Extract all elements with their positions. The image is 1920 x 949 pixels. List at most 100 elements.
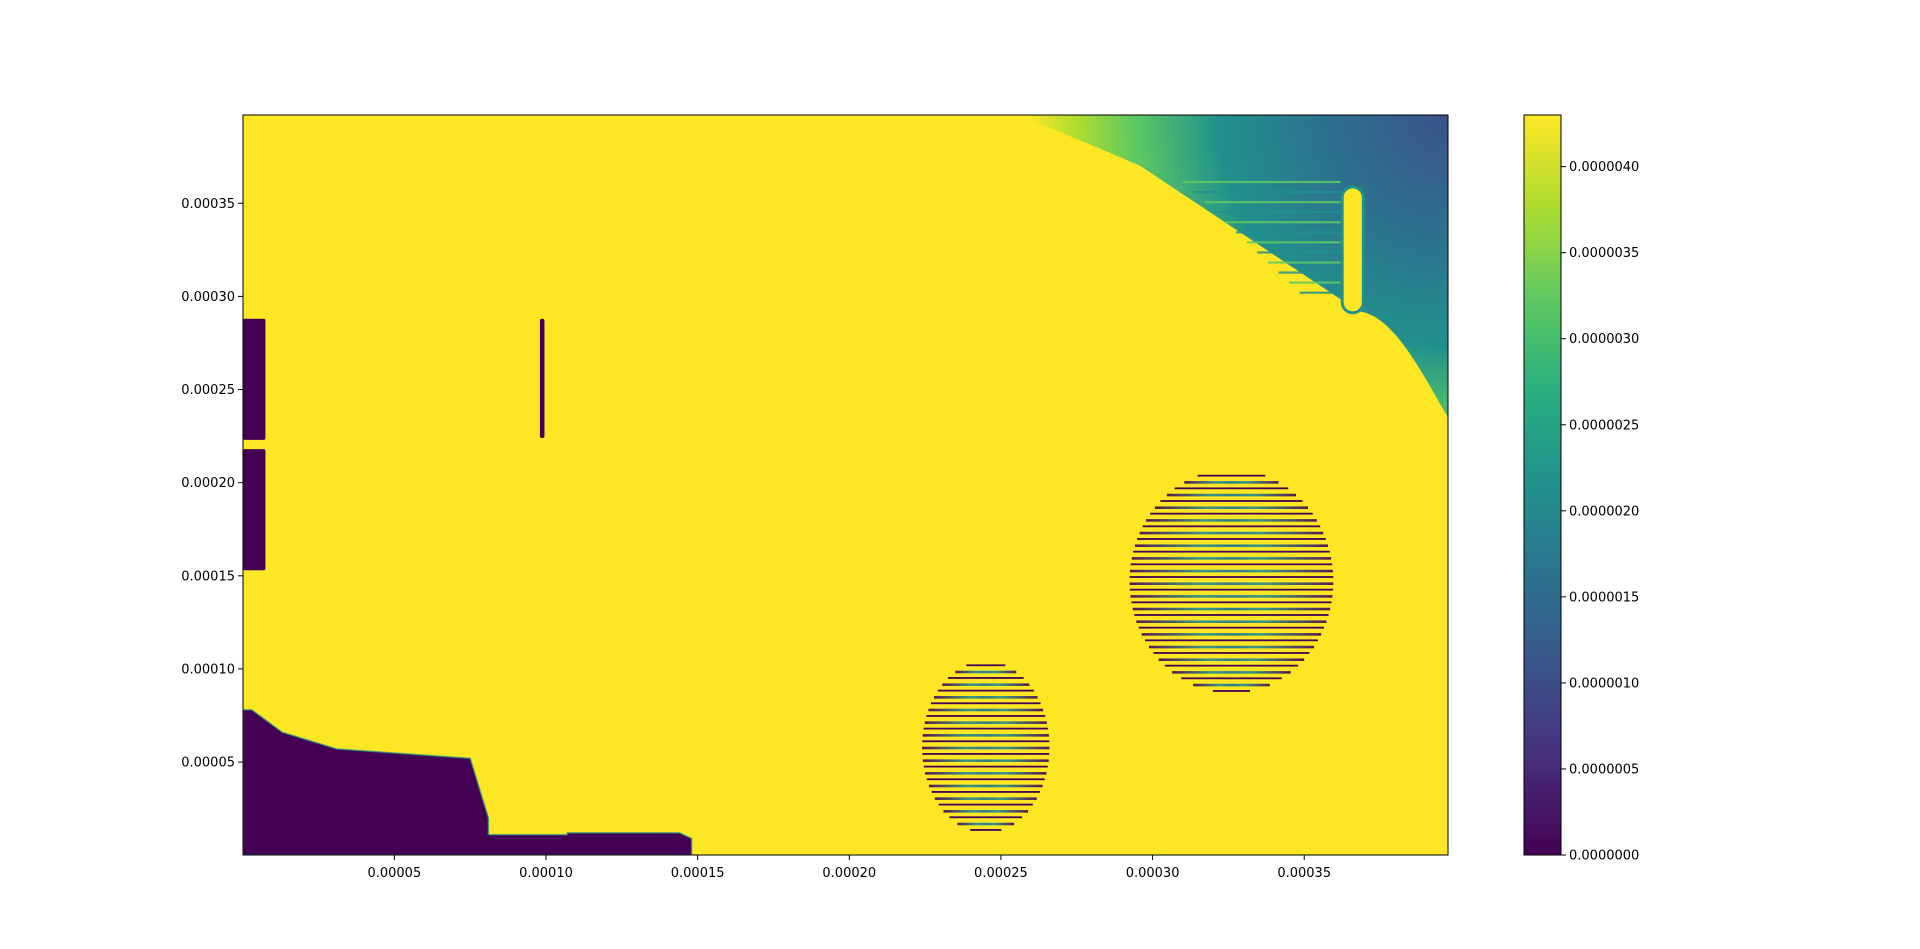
x-tick-label: 0.00025 — [974, 866, 1028, 881]
ellipse-stripe — [924, 721, 1047, 724]
ellipse-stripe — [1153, 652, 1310, 654]
ellipse-stripe — [947, 677, 1024, 679]
ellipse-stripe — [942, 683, 1030, 686]
ellipse-stripe — [955, 670, 1017, 674]
ellipse-stripe — [1134, 544, 1328, 548]
heatmap-plot-area — [243, 115, 1448, 855]
y-tick-label: 0.00035 — [181, 197, 235, 212]
ellipse-stripe — [928, 784, 1043, 788]
low-value-edge-block — [243, 449, 266, 571]
ellipse-stripe — [1172, 671, 1291, 674]
ellipse-stripe — [938, 803, 1033, 806]
ellipse-stripe — [1131, 601, 1332, 604]
low-value-bottom-left-region — [243, 709, 693, 855]
ellipse-stripe — [937, 689, 1034, 692]
x-tick-label: 0.00010 — [519, 866, 573, 881]
ellipse-stripe — [1130, 563, 1333, 566]
corner-stripe — [1267, 261, 1341, 264]
ellipse-stripe — [1129, 576, 1334, 578]
ellipse-stripe — [1150, 512, 1313, 515]
ellipse-stripe — [1154, 506, 1309, 510]
colorbar-tick-label: 0.0000005 — [1569, 762, 1639, 777]
x-tick-label: 0.00030 — [1126, 866, 1180, 881]
ellipse-stripe — [1146, 519, 1317, 522]
y-tick-label: 0.00005 — [181, 756, 235, 771]
ellipse-stripe — [1141, 633, 1322, 636]
heatmap-background — [243, 115, 1448, 855]
ellipse-stripe — [934, 797, 1037, 800]
colorbar-tick-label: 0.0000000 — [1569, 849, 1639, 864]
ellipse-stripe — [923, 727, 1049, 730]
colorbar-tick-label: 0.0000025 — [1569, 418, 1639, 433]
colorbar-tick-label: 0.0000015 — [1569, 590, 1639, 605]
corner-stripe — [1225, 221, 1341, 224]
ellipse-stripe — [923, 765, 1048, 768]
corner-stripe — [1246, 241, 1341, 244]
colorbar-tick-label: 0.0000030 — [1569, 332, 1639, 347]
ellipse-stripe — [1129, 582, 1334, 586]
colorbar-gradient — [1523, 114, 1562, 856]
ellipse-stripe — [1148, 645, 1314, 649]
ellipse-stripe — [1137, 538, 1326, 540]
ellipse-stripe — [1138, 626, 1325, 629]
ellipse-stripe — [1129, 569, 1333, 573]
y-tick-label: 0.00025 — [181, 383, 235, 398]
ellipse-stripe — [931, 791, 1040, 793]
corner-stripe — [1257, 251, 1341, 254]
ellipse-stripe — [1166, 493, 1297, 497]
ellipse-stripe — [922, 759, 1049, 762]
corner-stripe — [1235, 231, 1341, 234]
corner-stripe — [1289, 281, 1341, 284]
ellipse-stripe — [930, 702, 1041, 705]
x-tick-label: 0.00015 — [671, 866, 725, 881]
ellipse-stripe — [949, 816, 1023, 819]
ellipse-stripe — [970, 829, 1002, 831]
ellipse-stripe — [926, 778, 1045, 781]
ellipse-stripe — [1131, 557, 1332, 560]
ellipse-stripe — [1197, 474, 1266, 477]
colorbar-tick-label: 0.0000040 — [1569, 160, 1639, 175]
x-tick-label: 0.00005 — [367, 866, 421, 881]
corner-stripe — [1193, 190, 1341, 194]
ellipse-stripe — [1132, 607, 1331, 611]
ellipse-stripe — [922, 734, 1049, 737]
x-tick-label: 0.00020 — [822, 866, 876, 881]
ellipse-stripe — [922, 753, 1050, 755]
ellipse-stripe — [957, 822, 1015, 826]
low-value-edge-block — [243, 318, 266, 440]
ellipse-stripe — [1174, 487, 1289, 490]
ellipse-stripe — [1160, 500, 1303, 502]
ellipse-stripe — [1139, 531, 1324, 535]
y-tick-label: 0.00015 — [181, 569, 235, 584]
corner-stripe — [1299, 291, 1341, 294]
colorbar-tick-label: 0.0000035 — [1569, 246, 1639, 261]
striped-ellipse-region — [1129, 474, 1334, 692]
ellipse-stripe — [1212, 690, 1250, 692]
corner-stripe — [1204, 201, 1341, 204]
ellipse-stripe — [1145, 639, 1318, 642]
ellipse-stripe — [934, 696, 1038, 699]
low-value-thin-line — [539, 318, 545, 438]
y-tick-label: 0.00020 — [181, 476, 235, 491]
ellipse-stripe — [926, 715, 1046, 717]
ellipse-stripe — [922, 740, 1050, 743]
ellipse-stripe — [1130, 595, 1333, 598]
colorbar-tick-label: 0.0000010 — [1569, 676, 1639, 691]
ellipse-stripe — [1193, 683, 1270, 687]
ellipse-stripe — [925, 772, 1047, 775]
colorbar-ticks: 0.0000000 0.0000005 0.0000010 0.0000015 0.00… — [1561, 160, 1639, 864]
x-tick-label: 0.00035 — [1277, 866, 1331, 881]
y-axis: 0.00005 0.00010 0.00015 0.00020 0.00025 0.000… — [181, 197, 243, 771]
ellipse-stripe — [1181, 677, 1282, 680]
heatmap-regions — [243, 115, 1448, 855]
ellipse-stripe — [943, 810, 1029, 813]
y-tick-label: 0.00030 — [181, 290, 235, 305]
ellipse-stripe — [1129, 588, 1334, 591]
ellipse-stripe — [1142, 525, 1321, 528]
ellipse-stripe — [1158, 658, 1305, 662]
striped-ellipse-region — [922, 664, 1050, 831]
ellipse-stripe — [1134, 614, 1329, 616]
ellipse-stripe — [1136, 620, 1327, 624]
corner-stripe — [1214, 211, 1341, 214]
